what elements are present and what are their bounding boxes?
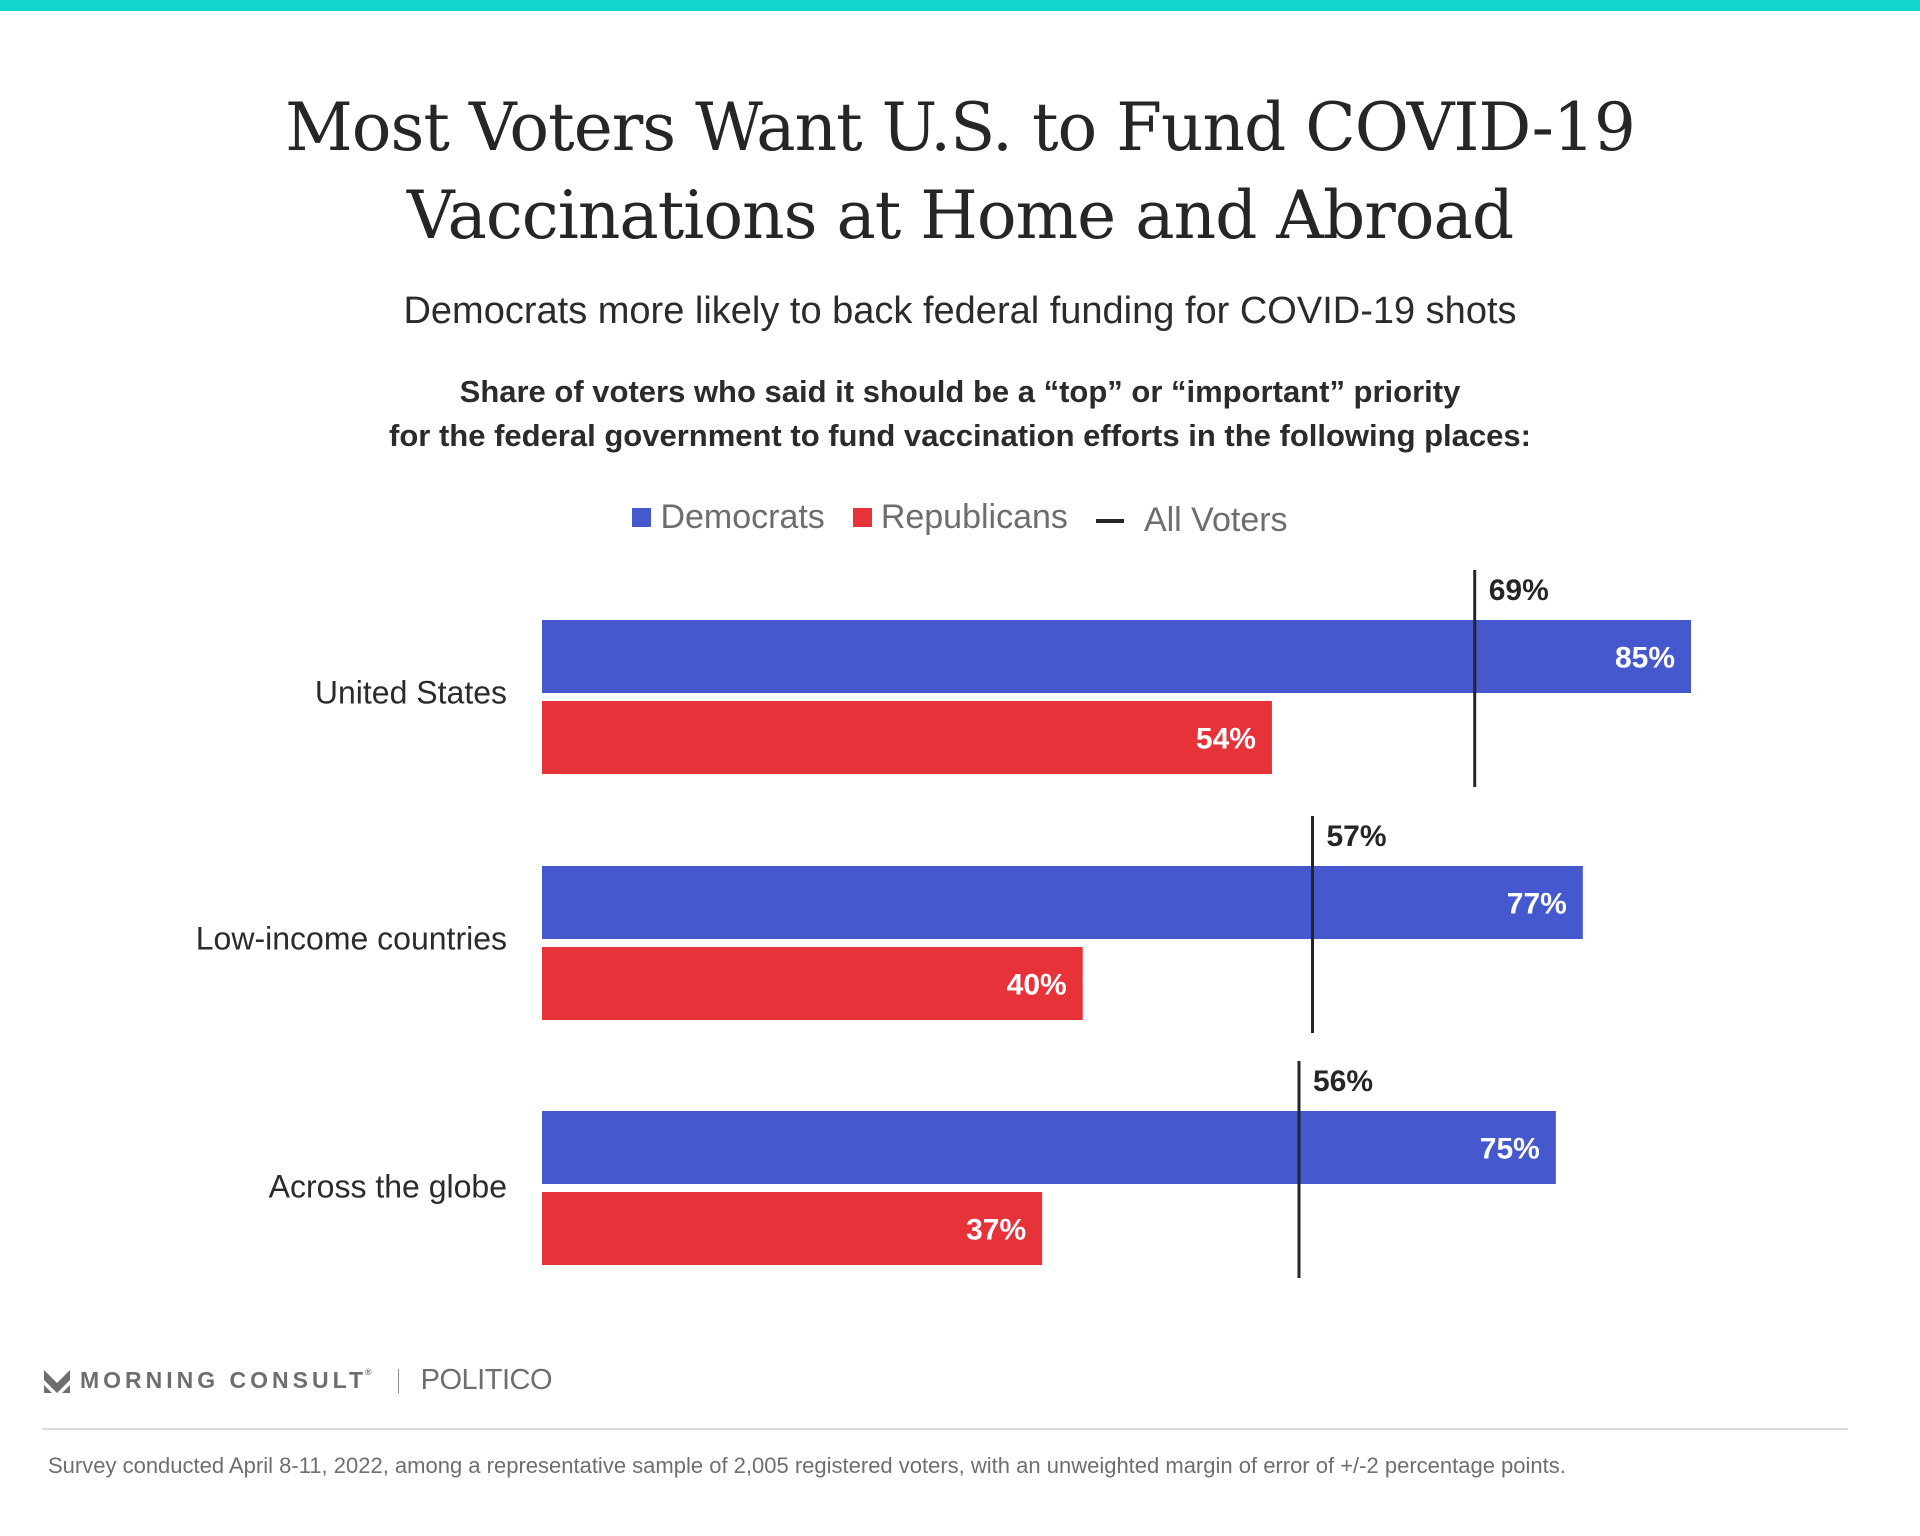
chart-description-line-2: for the federal government to fund vacci…: [389, 418, 1531, 453]
morning-consult-logo: MORNING CONSULT®: [80, 1367, 376, 1394]
legend-item-democrats: Democrats: [632, 498, 825, 537]
category-label: Across the globe: [268, 1168, 507, 1205]
chart-description-line-1: Share of voters who said it should be a …: [459, 374, 1461, 409]
chart-subtitle: Democrats more likely to back federal fu…: [403, 290, 1517, 332]
logo-separator: [397, 1368, 399, 1393]
data-label-republicans: 37%: [966, 1214, 1026, 1247]
legend-label-republicans: Republicans: [880, 498, 1068, 536]
bar-republicans: [542, 701, 1272, 774]
data-label-democrats: 75%: [1480, 1133, 1540, 1166]
data-label-all-voters: 69%: [1489, 574, 1549, 607]
legend-dash-all-voters: [1095, 518, 1124, 523]
legend-label-democrats: Democrats: [660, 498, 825, 536]
footer-divider: [42, 1428, 1848, 1430]
data-label-democrats: 77%: [1507, 888, 1567, 921]
bar-republicans: [542, 947, 1083, 1020]
bar-democrats: [542, 866, 1583, 939]
legend-swatch-democrats: [632, 508, 652, 527]
registered-mark: ®: [365, 1367, 376, 1377]
data-label-democrats: 85%: [1615, 642, 1675, 675]
legend-label-all-voters: All Voters: [1143, 501, 1288, 539]
data-label-all-voters: 56%: [1313, 1065, 1373, 1098]
legend: Democrats Republicans All Voters: [0, 495, 1920, 540]
category-label: Low-income countries: [195, 920, 507, 957]
footer-logos: MORNING CONSULT® POLITICO: [44, 1364, 553, 1397]
data-label-republicans: 54%: [1196, 723, 1256, 756]
brand-name: MORNING CONSULT: [80, 1367, 368, 1393]
top-accent-bar: [0, 0, 1920, 11]
legend-swatch-republicans: [852, 508, 872, 527]
data-label-republicans: 40%: [1007, 969, 1067, 1002]
chart-title-line-2: Vaccinations at Home and Abroad: [406, 177, 1514, 254]
legend-item-all-voters: All Voters: [1095, 501, 1288, 540]
morning-consult-chevron-icon: [44, 1369, 70, 1393]
legend-item-republicans: Republicans: [852, 498, 1068, 537]
bar-republicans: [542, 1192, 1043, 1265]
politico-logo: POLITICO: [420, 1364, 553, 1396]
data-label-all-voters: 57%: [1327, 820, 1387, 853]
bar-democrats: [542, 620, 1691, 693]
chart-title-line-1: Most Voters Want U.S. to Fund COVID-19: [285, 89, 1636, 166]
bar-democrats: [542, 1111, 1556, 1184]
category-label: United States: [314, 674, 507, 711]
survey-note: Survey conducted April 8-11, 2022, among…: [48, 1453, 1566, 1478]
